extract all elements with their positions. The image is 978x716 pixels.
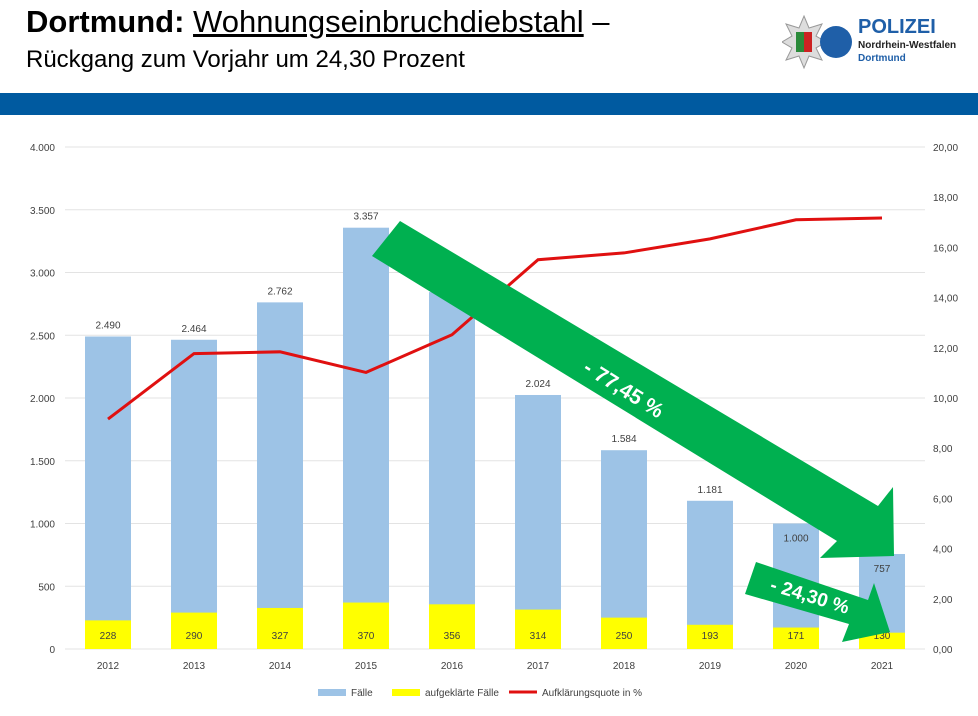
- police-star-icon: [782, 14, 852, 70]
- label-faelle: 2.024: [525, 379, 550, 390]
- x-tick-label: 2017: [527, 661, 550, 672]
- x-tick-label: 2016: [441, 661, 464, 672]
- bar-aufgeklaert: [687, 624, 733, 649]
- label-faelle: 2.490: [95, 321, 120, 332]
- x-tick-label: 2020: [785, 661, 808, 672]
- bar-aufgeklaert: [85, 620, 131, 649]
- y2-tick-label: 18,00: [933, 193, 958, 204]
- label-aufgeklaert: 327: [272, 631, 289, 642]
- label-faelle: 3.357: [353, 212, 378, 223]
- y-tick-label: 3.500: [30, 206, 55, 217]
- label-aufgeklaert: 250: [616, 631, 633, 642]
- label-aufgeklaert: 228: [100, 631, 117, 642]
- bar-aufgeklaert: [859, 632, 905, 649]
- y2-tick-label: 12,00: [933, 344, 958, 355]
- y-tick-label: 3.000: [30, 269, 55, 280]
- label-faelle: 757: [874, 564, 891, 575]
- x-tick-label: 2013: [183, 661, 206, 672]
- y2-tick-label: 0,00: [933, 645, 953, 656]
- x-tick-label: 2021: [871, 661, 894, 672]
- y2-tick-label: 2,00: [933, 595, 953, 606]
- y2-tick-label: 8,00: [933, 444, 953, 455]
- label-faelle: 2.464: [181, 324, 206, 335]
- x-tick-label: 2014: [269, 661, 292, 672]
- y2-tick-label: 6,00: [933, 494, 953, 505]
- bar-aufgeklaert: [773, 627, 819, 649]
- y-tick-label: 1.000: [30, 520, 55, 531]
- y-tick-label: 4.000: [30, 143, 55, 154]
- bar-faelle: [171, 339, 217, 649]
- title-city: Dortmund:: [26, 4, 185, 39]
- bar-faelle: [429, 292, 475, 649]
- header-band: [0, 93, 978, 115]
- label-faelle: 1.000: [783, 534, 808, 545]
- logo-city: Dortmund: [858, 53, 906, 64]
- label-aufgeklaert: 171: [788, 631, 805, 642]
- page-title: Dortmund: Wohnungseinbruchdiebstahl –: [26, 4, 610, 40]
- bar-faelle: [601, 450, 647, 649]
- y-tick-label: 0: [49, 645, 55, 656]
- police-logo: POLIZEI Nordrhein-Westfalen Dortmund: [782, 14, 972, 70]
- y-tick-label: 1.500: [30, 457, 55, 468]
- y2-tick-label: 14,00: [933, 294, 958, 305]
- label-aufgeklaert: 130: [874, 631, 891, 642]
- y2-tick-label: 10,00: [933, 394, 958, 405]
- bar-aufgeklaert: [601, 617, 647, 649]
- title-topic: Wohnungseinbruchdiebstahl: [193, 4, 584, 39]
- legend-swatch: [392, 689, 420, 696]
- label-aufgeklaert: 356: [444, 631, 461, 642]
- bar-faelle: [85, 336, 131, 649]
- label-aufgeklaert: 290: [186, 631, 203, 642]
- y2-tick-label: 16,00: [933, 243, 958, 254]
- subtitle: Rückgang zum Vorjahr um 24,30 Prozent: [26, 46, 465, 73]
- bar-aufgeklaert: [515, 609, 561, 649]
- y-tick-label: 2.500: [30, 331, 55, 342]
- x-tick-label: 2015: [355, 661, 378, 672]
- x-tick-label: 2012: [97, 661, 120, 672]
- label-faelle: 1.181: [697, 485, 722, 496]
- legend-label: Aufklärungsquote in %: [542, 688, 642, 699]
- label-aufgeklaert: 193: [702, 631, 719, 642]
- label-aufgeklaert: 314: [530, 631, 547, 642]
- bar-aufgeklaert: [257, 607, 303, 649]
- bar-aufgeklaert: [429, 604, 475, 649]
- x-tick-label: 2019: [699, 661, 722, 672]
- label-faelle: 1.584: [611, 434, 636, 445]
- y2-tick-label: 4,00: [933, 545, 953, 556]
- title-dash: –: [583, 4, 610, 39]
- bar-faelle: [343, 227, 389, 649]
- logo-region: Nordrhein-Westfalen: [858, 40, 957, 51]
- bar-faelle: [515, 394, 561, 649]
- y-tick-label: 2.000: [30, 394, 55, 405]
- bar-faelle: [257, 302, 303, 649]
- bar-aufgeklaert: [343, 602, 389, 649]
- label-faelle: 2.762: [267, 286, 292, 297]
- bar-aufgeklaert: [171, 612, 217, 649]
- legend-label: aufgeklärte Fälle: [425, 688, 499, 699]
- x-tick-label: 2018: [613, 661, 636, 672]
- label-aufgeklaert: 370: [358, 631, 375, 642]
- legend-label: Fälle: [351, 688, 373, 699]
- y2-tick-label: 20,00: [933, 143, 958, 154]
- legend-swatch: [318, 689, 346, 696]
- bar-faelle: [687, 500, 733, 649]
- y-tick-label: 500: [38, 582, 55, 593]
- logo-name: POLIZEI: [858, 16, 936, 38]
